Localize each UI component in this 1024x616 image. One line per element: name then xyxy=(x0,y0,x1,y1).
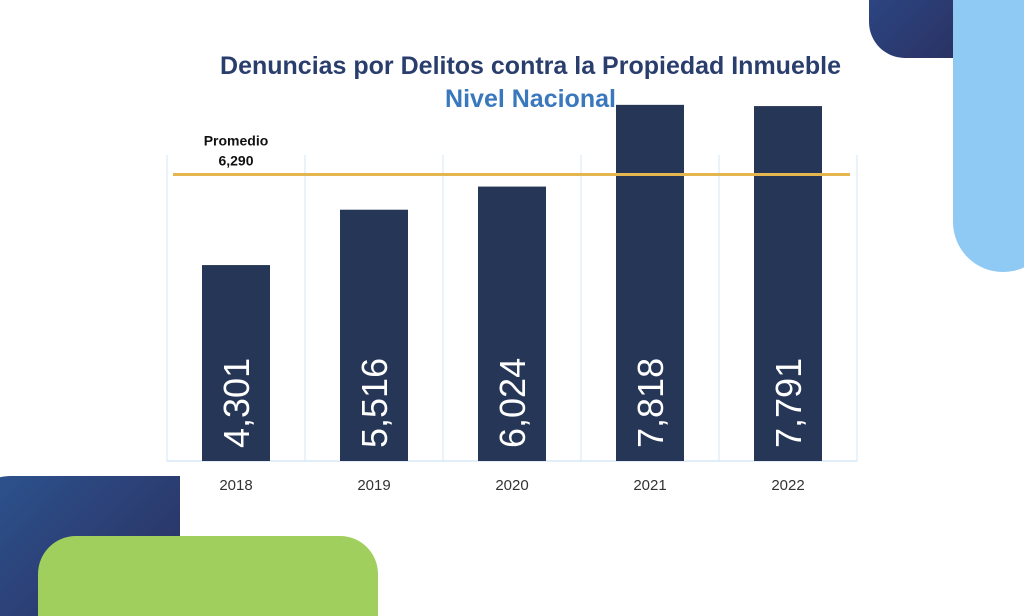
x-tick-label: 2022 xyxy=(771,477,804,494)
chart-title: Denuncias por Delitos contra la Propieda… xyxy=(220,52,841,80)
bars: 4,301 5,516 6,024 7,818 7,791 xyxy=(202,104,822,462)
average-line-group: Promedio 6,290 xyxy=(173,132,850,176)
x-axis-ticks: 2018 2019 2020 2021 2022 xyxy=(219,477,804,494)
average-label: Promedio xyxy=(204,132,269,148)
bar-chart: 4,301 5,516 6,024 7,818 7,791 Promedio 6,290… xyxy=(166,104,858,494)
bar xyxy=(202,265,270,461)
chart-subtitle: Nivel Nacional xyxy=(445,85,616,113)
data-label: 6,024 xyxy=(492,358,533,448)
data-label: 7,791 xyxy=(768,358,809,448)
bar xyxy=(340,209,408,461)
bar xyxy=(478,186,546,461)
x-tick-label: 2019 xyxy=(357,477,390,494)
decorative-side-shape xyxy=(953,0,1024,272)
bar xyxy=(616,104,684,461)
x-tick-label: 2018 xyxy=(219,477,252,494)
average-value: 6,290 xyxy=(218,152,253,168)
data-label: 7,818 xyxy=(630,358,671,448)
bar xyxy=(754,106,822,462)
x-tick-label: 2020 xyxy=(495,477,528,494)
data-label: 5,516 xyxy=(354,358,395,448)
data-label: 4,301 xyxy=(216,358,257,448)
x-tick-label: 2021 xyxy=(633,477,666,494)
